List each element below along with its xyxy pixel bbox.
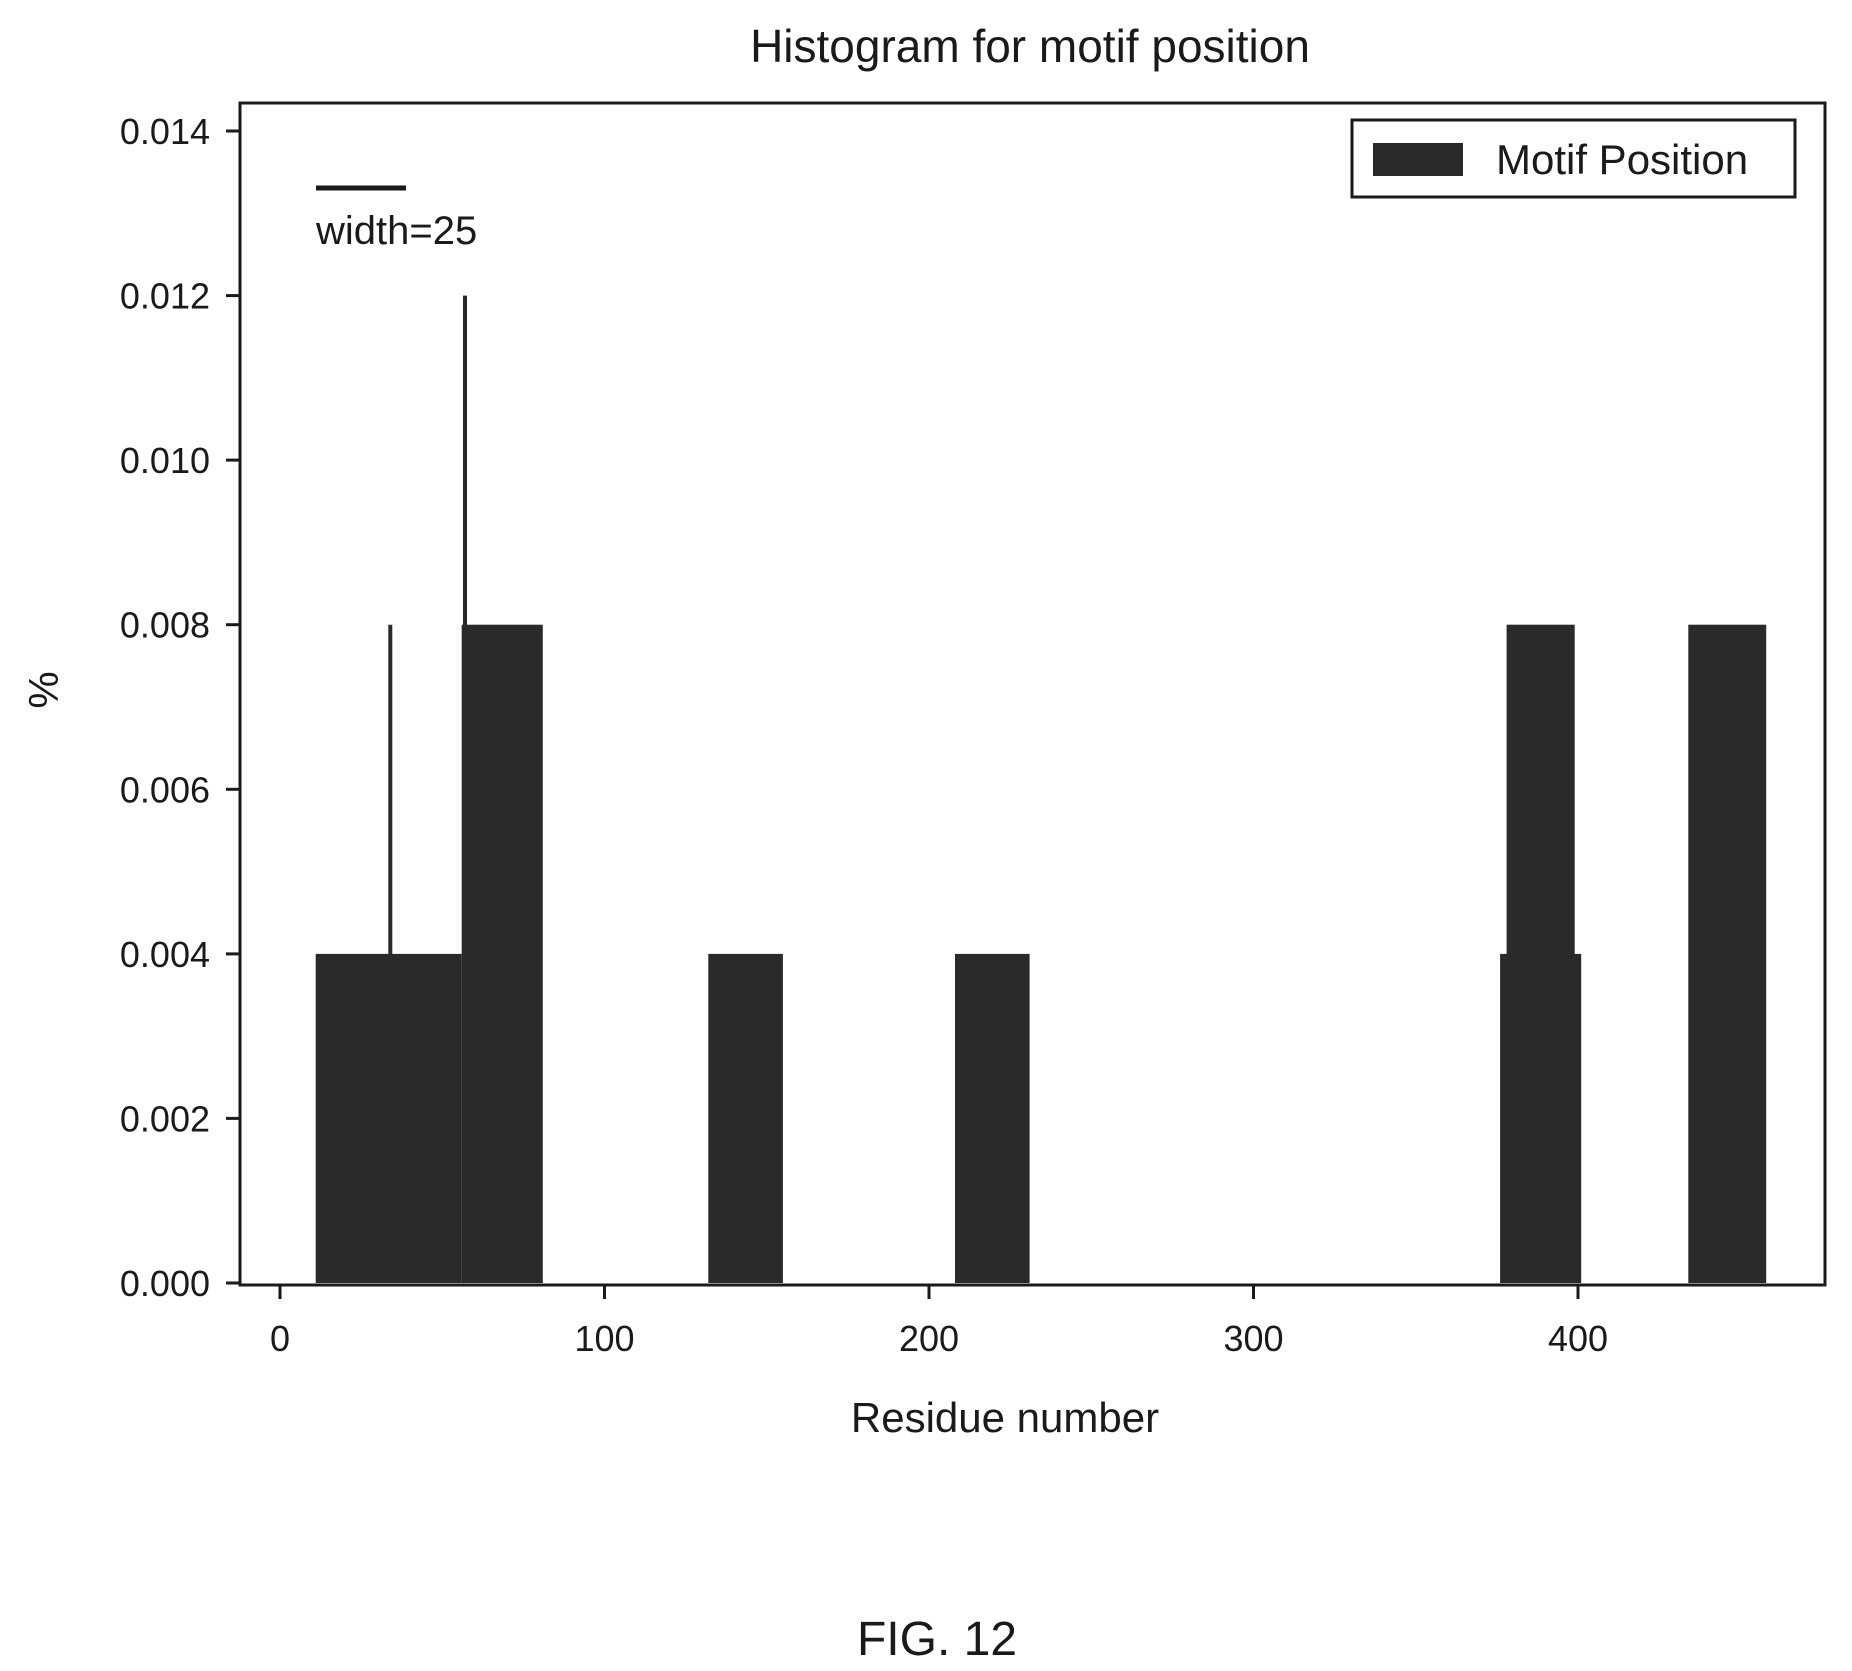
x-tick-label: 100 bbox=[574, 1318, 634, 1359]
annotation-text: width=25 bbox=[315, 209, 477, 253]
legend-swatch bbox=[1373, 143, 1463, 176]
x-axis: 0 100 200 300 400 bbox=[270, 1285, 1608, 1359]
y-tick-label: 0.000 bbox=[120, 1263, 210, 1304]
histogram-bar bbox=[1688, 624, 1767, 1283]
legend-label: Motif Position bbox=[1496, 136, 1748, 183]
x-tick-label: 400 bbox=[1548, 1318, 1608, 1359]
histogram-lines bbox=[388, 295, 467, 1283]
histogram-bars bbox=[315, 624, 1767, 1283]
histogram-bar bbox=[1506, 624, 1575, 1283]
y-tick-label: 0.006 bbox=[120, 769, 210, 810]
histogram-bar bbox=[955, 953, 1030, 1283]
histogram-bar bbox=[708, 953, 783, 1283]
y-axis-title: % bbox=[20, 671, 67, 708]
y-tick-label: 0.012 bbox=[120, 276, 210, 317]
y-axis: 0.000 0.002 0.004 0.006 0.008 0.010 0.012 0.014 bbox=[120, 111, 240, 1304]
x-tick-label: 0 bbox=[270, 1318, 290, 1359]
chart-title: Histogram for motif position bbox=[750, 20, 1310, 72]
x-tick-label: 200 bbox=[899, 1318, 959, 1359]
y-tick-label: 0.010 bbox=[120, 440, 210, 481]
y-tick-label: 0.004 bbox=[120, 934, 210, 975]
y-tick-label: 0.014 bbox=[120, 111, 210, 152]
y-tick-label: 0.008 bbox=[120, 605, 210, 646]
figure-caption: FIG. 12 bbox=[857, 1613, 1017, 1666]
x-tick-label: 300 bbox=[1223, 1318, 1283, 1359]
y-tick-label: 0.002 bbox=[120, 1098, 210, 1139]
x-axis-title: Residue number bbox=[851, 1394, 1159, 1441]
plot-frame bbox=[238, 101, 1827, 1287]
histogram-bar bbox=[461, 624, 543, 1283]
legend: Motif Position bbox=[1350, 118, 1797, 199]
